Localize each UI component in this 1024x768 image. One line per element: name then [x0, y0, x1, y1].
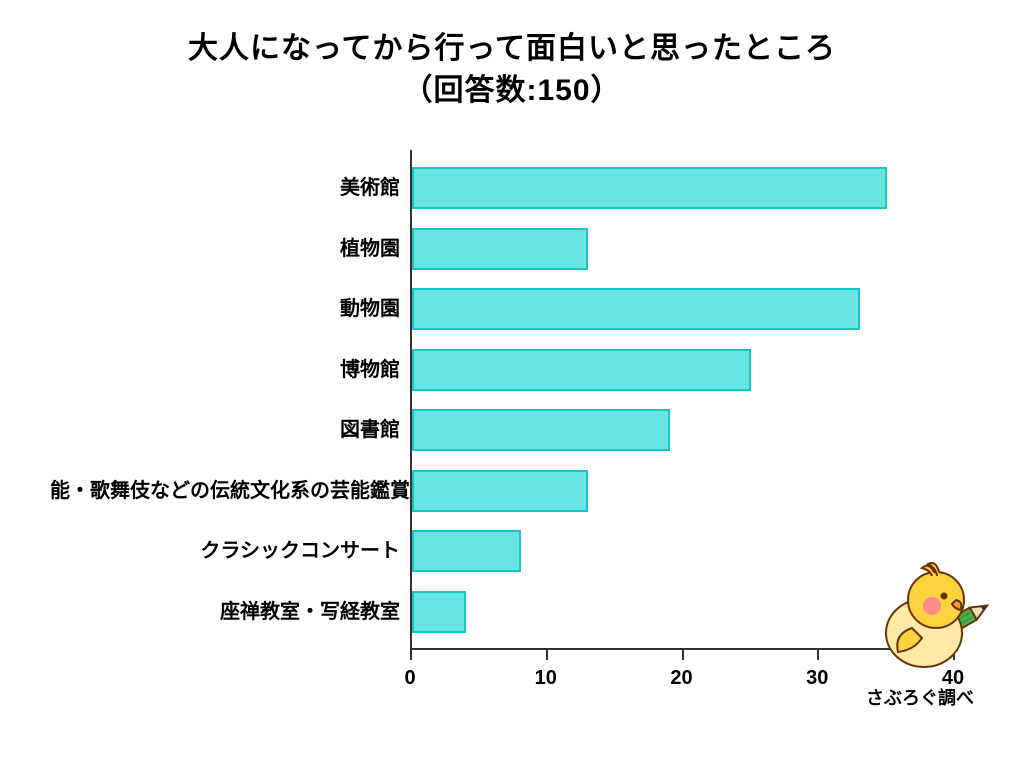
mascot-bird-icon [864, 558, 994, 688]
bar [412, 409, 670, 451]
category-label: 博物館 [50, 349, 400, 391]
bar [412, 228, 588, 270]
x-tick-label: 20 [670, 667, 692, 690]
bar [412, 167, 887, 209]
bar [412, 470, 588, 512]
x-tick [546, 650, 548, 660]
x-tick [682, 650, 684, 660]
y-axis [410, 150, 412, 650]
category-label: 座禅教室・写経教室 [50, 591, 400, 633]
bar [412, 288, 860, 330]
category-label: 図書館 [50, 409, 400, 451]
x-tick [817, 650, 819, 660]
category-label: クラシックコンサート [50, 530, 400, 572]
category-label: 能・歌舞伎などの伝統文化系の芸能鑑賞 [50, 470, 400, 512]
chart-title-line2: （回答数:150） [0, 70, 1024, 112]
bar [412, 591, 466, 633]
bar [412, 530, 521, 572]
category-label: 植物園 [50, 228, 400, 270]
category-label: 動物園 [50, 288, 400, 330]
x-tick [410, 650, 412, 660]
x-tick-label: 10 [535, 667, 557, 690]
x-tick-label: 30 [806, 667, 828, 690]
chart-title-line1: 大人になってから行って面白いと思ったところ [0, 28, 1024, 70]
credit-text: さぶろぐ調べ [866, 684, 974, 710]
category-label: 美術館 [50, 167, 400, 209]
bar [412, 349, 751, 391]
chart-container: 010203040 美術館植物園動物園博物館図書館能・歌舞伎などの伝統文化系の芸… [50, 140, 970, 700]
x-tick-label: 0 [404, 667, 415, 690]
